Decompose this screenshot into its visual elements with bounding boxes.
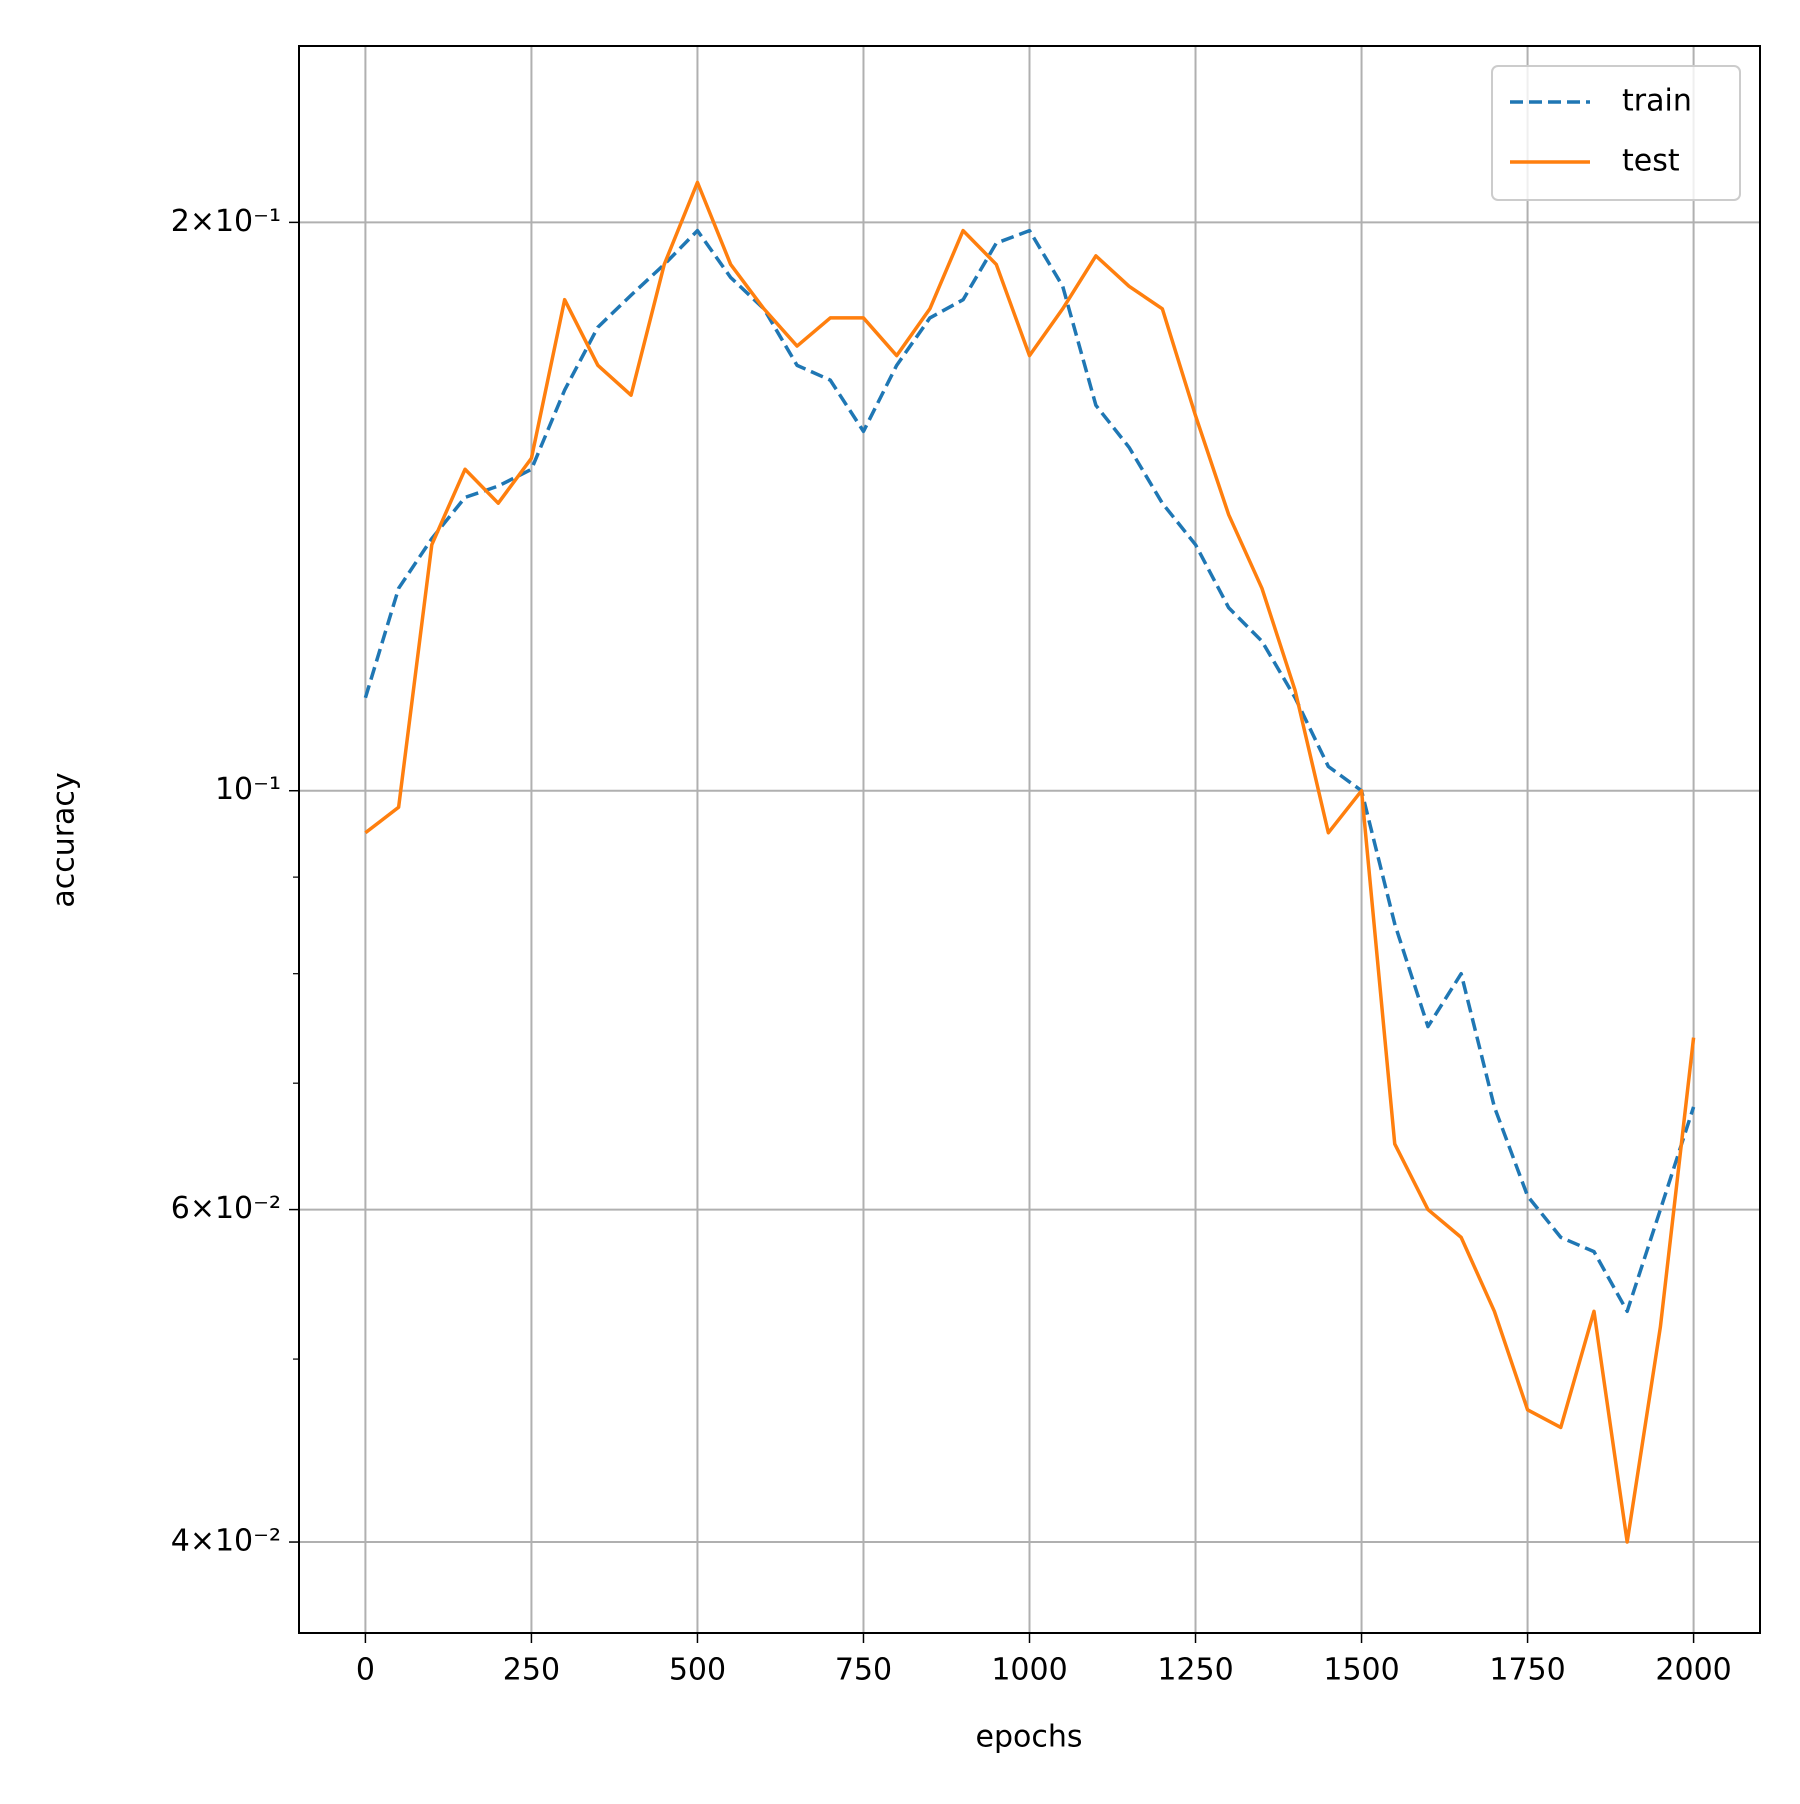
x-tick-label: 2000	[1655, 1653, 1731, 1688]
x-tick-label: 1000	[991, 1653, 1067, 1688]
x-tick-label: 0	[356, 1653, 375, 1688]
legend: train test	[1491, 65, 1741, 201]
legend-label: train	[1622, 84, 1692, 119]
data-line	[364, 180, 1696, 1544]
plot-frame	[298, 45, 1761, 1634]
y-axis-label: accuracy	[47, 772, 82, 907]
y-tick-label: 6×10⁻²	[171, 1191, 281, 1226]
x-tick-label: 500	[669, 1653, 726, 1688]
x-tick-label: 1250	[1157, 1653, 1233, 1688]
legend-label: test	[1622, 144, 1680, 179]
legend-box	[1491, 65, 1741, 201]
y-tick-label: 10⁻¹	[215, 772, 281, 807]
x-tick-label: 250	[503, 1653, 560, 1688]
x-tick-label: 1750	[1489, 1653, 1565, 1688]
x-tick-label: 750	[835, 1653, 892, 1688]
data-line	[363, 228, 1696, 1314]
x-tick-label: 1500	[1323, 1653, 1399, 1688]
x-axis-label: epochs	[976, 1720, 1083, 1755]
y-tick-label: 2×10⁻¹	[171, 204, 281, 239]
y-tick-label: 4×10⁻²	[171, 1524, 281, 1559]
